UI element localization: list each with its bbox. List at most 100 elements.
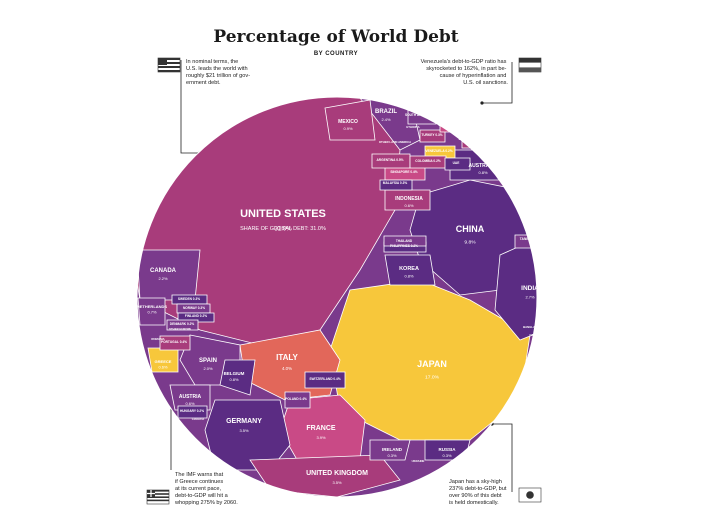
annotation-venezuela-line: Venezuela's debt-to-GDP ratio has: [421, 59, 507, 65]
country-label: MEXICO: [338, 119, 358, 125]
country-cell: [379, 179, 413, 191]
country-cell: [384, 189, 431, 211]
annotation-greece-line: at its current pace,: [175, 486, 221, 492]
country-label: NORTH AFRICA: [315, 93, 336, 97]
leader-dot-venezuela: [480, 101, 484, 105]
country-cell: [369, 439, 411, 461]
annotation-japan-line: 237% debt-to-GDP, but: [449, 486, 507, 492]
country-cell: [166, 319, 199, 331]
country-label: THAILAND: [396, 239, 413, 243]
country-value: 0.6%: [404, 203, 414, 208]
country-label: GERMANY: [226, 418, 262, 425]
country-value: 0.8%: [229, 377, 239, 382]
country-label: ISRAEL 0.3%: [449, 117, 469, 121]
country-label: SWITZERLAND 0.4%: [309, 377, 341, 381]
country-cell: [177, 405, 208, 419]
country-label: ARGENTINA 0.5%: [377, 158, 404, 162]
country-cell: [324, 99, 376, 141]
country-label: IRAN: [483, 127, 490, 131]
country-label: AUSTRIA: [179, 394, 202, 400]
country-label: PORTUGAL 0.4%: [161, 340, 187, 344]
country-label: PAKISTAN: [503, 169, 517, 173]
country-label: IRELAND: [382, 447, 403, 452]
country-value: 31.0%: [274, 227, 292, 233]
country-value: 0.3%: [442, 453, 452, 458]
annotation-greece-line: debt-to-GDP will hit a: [175, 493, 229, 499]
venezuela-flag-icon: [518, 57, 542, 73]
country-label: ETHIOPIA: [406, 125, 419, 129]
country-label: SINGAPORE 0.4%: [390, 170, 417, 174]
annotation-venezuela-line: U.S. oil sanctions.: [463, 80, 508, 86]
country-cell: [304, 371, 346, 389]
country-cell: [219, 359, 256, 396]
annotation-greece-line: The IMF warns that: [175, 472, 224, 478]
leader-line-venezuela: [482, 62, 513, 104]
leader-line-us: [180, 60, 200, 154]
country-label: DENMARK 0.2%: [170, 322, 195, 326]
country-label: EGYPT 0.3%: [439, 123, 458, 127]
country-cell: [444, 157, 471, 171]
country-label: CROATIA: [192, 417, 205, 421]
country-value: 0.7%: [147, 310, 157, 315]
country-label: NETHERLANDS: [137, 304, 168, 309]
country-value: 0.8%: [404, 273, 414, 278]
circle-outline: [136, 96, 538, 498]
country-value: 2.7%: [525, 294, 535, 299]
country-label: FRANCE: [306, 425, 335, 432]
voronoi-cells: [137, 97, 537, 497]
annotation-us-line: In nominal terms, the: [186, 59, 238, 65]
annotation-us-line: U.S. leads the world with: [186, 66, 248, 72]
country-label: CANADA: [150, 268, 177, 274]
country-label: UAE: [453, 161, 460, 165]
country-label: BELGIUM: [224, 371, 245, 376]
annotation-venezuela-line: cause of hyperinflation and: [440, 73, 507, 79]
country-label: QATAR: [493, 155, 503, 159]
country-value: 4.0%: [282, 366, 292, 371]
country-label: TAIWAN 0.3%: [520, 237, 541, 241]
country-label: CHINA: [456, 224, 485, 234]
country-label: NZ: [526, 175, 530, 179]
country-value: 2.4%: [381, 117, 391, 122]
annotation-greece-line: if Greece continues: [175, 479, 223, 485]
country-value: 17.0%: [425, 374, 440, 380]
country-label: TURKEY 0.3%: [421, 133, 442, 137]
greece-flag-icon: [146, 489, 170, 505]
country-label: FINLAND 0.2%: [185, 314, 207, 318]
country-value: 0.6%: [158, 365, 168, 370]
country-label: INDIA: [521, 285, 539, 292]
country-value: 2.0%: [203, 366, 213, 371]
country-label: UNITED STATES: [240, 208, 326, 220]
country-label: SPAIN: [199, 358, 217, 364]
country-label: SWEDEN 0.3%: [178, 297, 200, 301]
annotation-us-line: roughly $21 trillion of gov-: [186, 73, 250, 79]
country-label: GREECE: [155, 359, 172, 364]
country-cell: [419, 129, 446, 143]
country-label: VIETNAM: [529, 229, 542, 233]
country-value: 0.6%: [185, 401, 195, 406]
country-label: IRAQ: [475, 121, 483, 125]
chart-title: Percentage of World Debt: [213, 27, 458, 47]
annotation-venezuela: Venezuela's debt-to-GDP ratio has skyroc…: [421, 59, 509, 86]
country-label: UNITED KINGDOM: [306, 470, 368, 477]
country-label: POLAND 0.4%: [285, 397, 307, 401]
country-cell: [284, 391, 311, 409]
annotation-japan-line: Japan has a sky-high: [449, 479, 502, 485]
country-label: HUNGARY 0.2%: [180, 409, 204, 413]
country-label: RUSSIA: [438, 447, 456, 452]
country-label: INDONESIA: [395, 196, 423, 202]
leader-line-japan: [492, 423, 513, 492]
japan-flag-icon: [518, 487, 542, 503]
annotation-greece-line: whopping 275% by 2060.: [174, 500, 238, 506]
country-cell: [384, 254, 436, 286]
country-value: 2.2%: [158, 276, 168, 281]
annotation-venezuela-line: skyrocketed to 162%, in part be-: [426, 66, 506, 72]
country-label: KAZAKHSTAN: [460, 127, 479, 131]
country-cell: [169, 384, 211, 411]
country-value: 0.8%: [478, 170, 488, 175]
country-label: NORWAY 0.3%: [183, 306, 205, 310]
voronoi-labels: UNITED STATES 31.0% JAPAN 17.0% CHINA 9.8% ITA…: [136, 93, 547, 498]
country-label: COLOMBIA 0.2%: [415, 159, 441, 163]
country-label: BRAZIL: [375, 109, 397, 115]
country-label: PHILIPPINES 0.2%: [390, 244, 418, 248]
